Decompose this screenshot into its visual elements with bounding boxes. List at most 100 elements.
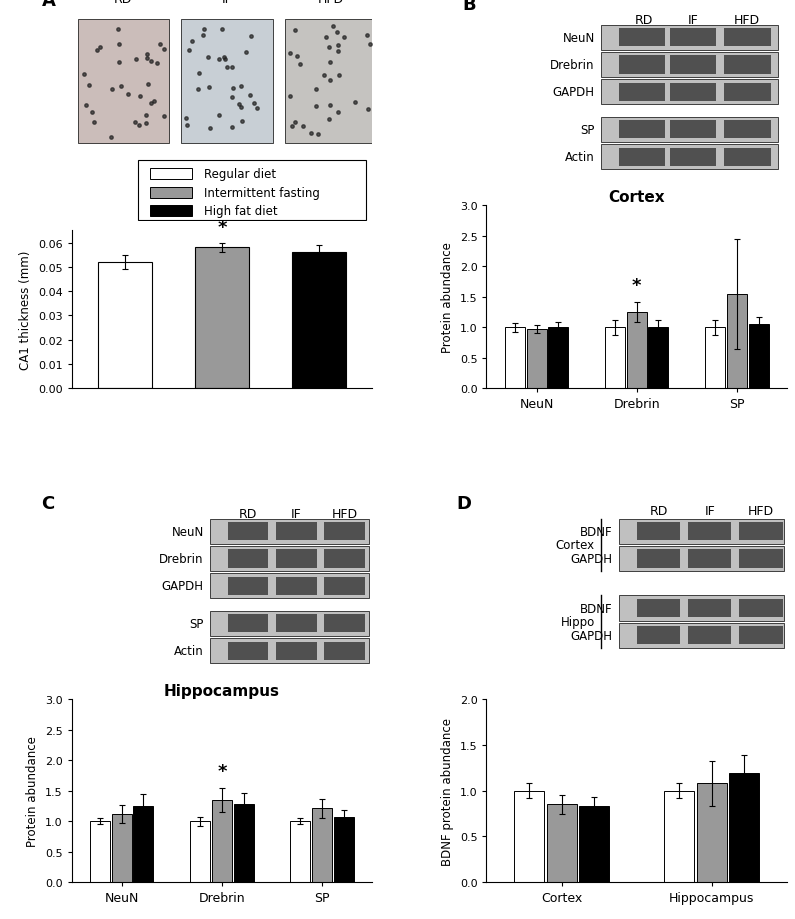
Text: IF: IF (291, 508, 301, 521)
Text: Actin: Actin (565, 151, 595, 164)
Point (128, 116, 141, 130)
Point (320, 31, 332, 46)
Point (332, 39, 344, 53)
Text: GAPDH: GAPDH (571, 552, 613, 565)
Point (213, 52, 226, 67)
Point (133, 119, 145, 133)
Text: IF: IF (688, 15, 699, 28)
Bar (276, 641, 316, 660)
Point (235, 80, 247, 95)
Bar (312, 809, 332, 882)
Bar (210, 546, 369, 572)
Point (225, 61, 238, 75)
Point (112, 22, 125, 37)
Point (310, 83, 323, 97)
Bar (324, 641, 365, 660)
Point (310, 99, 323, 114)
Text: SP: SP (189, 618, 204, 630)
Text: *: * (217, 220, 227, 237)
Bar (665, 791, 694, 882)
Bar (649, 328, 669, 389)
Title: Cortex: Cortex (608, 190, 665, 205)
Point (141, 52, 153, 67)
Bar (619, 519, 784, 544)
Point (322, 113, 335, 128)
Point (94, 40, 107, 55)
Point (361, 28, 374, 43)
Point (324, 98, 336, 113)
Bar (149, 169, 192, 180)
Bar (626, 312, 646, 389)
Text: Hippo: Hippo (560, 616, 595, 629)
Bar (324, 523, 365, 540)
Point (157, 110, 170, 125)
Bar (739, 599, 782, 618)
Point (113, 56, 126, 71)
Bar (739, 627, 782, 645)
Bar (670, 56, 716, 74)
Point (78, 67, 91, 82)
Bar (724, 148, 770, 166)
Point (362, 103, 374, 118)
Point (148, 95, 161, 109)
Point (240, 46, 253, 61)
Bar (688, 599, 731, 618)
Bar (580, 807, 609, 882)
Bar (547, 805, 576, 882)
Bar (196, 248, 249, 389)
Bar (334, 817, 354, 882)
Bar (619, 148, 665, 166)
Point (218, 51, 231, 65)
Text: C: C (41, 494, 55, 512)
Text: High fat diet: High fat diet (204, 205, 277, 218)
Text: *: * (217, 763, 227, 780)
Point (232, 97, 245, 112)
Bar (526, 330, 546, 389)
Point (202, 51, 215, 65)
Bar (605, 328, 625, 389)
Point (227, 81, 239, 96)
Point (251, 101, 264, 116)
Point (112, 38, 125, 52)
Point (297, 119, 309, 134)
Text: Drebrin: Drebrin (159, 552, 204, 565)
Bar (724, 84, 770, 102)
Bar (324, 615, 365, 633)
Bar (505, 328, 525, 389)
Y-axis label: Protein abundance: Protein abundance (441, 242, 454, 353)
Bar (601, 145, 778, 170)
Bar (724, 29, 770, 47)
Bar (149, 187, 192, 199)
Bar (324, 550, 365, 568)
Bar (228, 550, 269, 568)
Bar (228, 641, 269, 660)
Text: *: * (632, 277, 642, 295)
Text: Cortex: Cortex (556, 539, 595, 551)
Bar (290, 822, 310, 882)
Point (213, 108, 226, 123)
Text: BDNF: BDNF (580, 602, 613, 615)
Text: Intermittent fasting: Intermittent fasting (204, 187, 320, 199)
Text: B: B (463, 0, 476, 14)
Bar (514, 791, 544, 882)
Point (134, 90, 147, 105)
Bar (234, 804, 254, 882)
Bar (697, 784, 727, 882)
Bar (549, 328, 568, 389)
Point (235, 114, 248, 129)
Point (331, 26, 343, 40)
Text: Drebrin: Drebrin (550, 59, 595, 72)
Text: IF: IF (222, 0, 232, 6)
Text: HFD: HFD (332, 508, 358, 521)
Point (198, 22, 211, 37)
Point (332, 45, 345, 60)
Bar (688, 550, 731, 568)
Point (114, 80, 127, 95)
Bar (181, 20, 273, 144)
Point (180, 111, 192, 126)
Point (122, 87, 134, 102)
Bar (727, 294, 747, 389)
Point (284, 47, 297, 62)
Bar (724, 56, 770, 74)
Bar (619, 84, 665, 102)
